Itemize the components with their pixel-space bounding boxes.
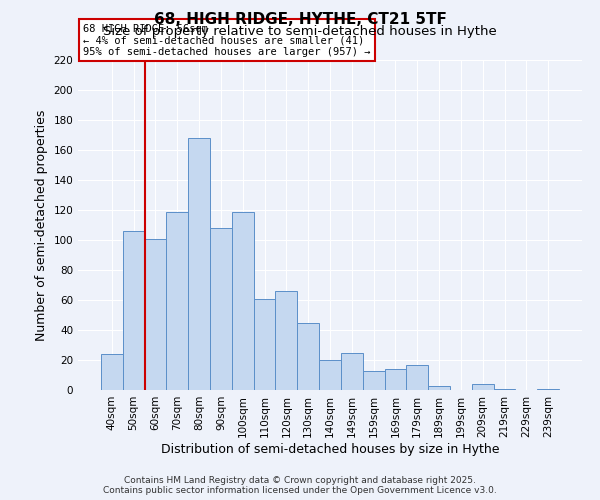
Text: Contains HM Land Registry data © Crown copyright and database right 2025.
Contai: Contains HM Land Registry data © Crown c… bbox=[103, 476, 497, 495]
Bar bbox=[123, 231, 145, 390]
Bar bbox=[188, 138, 210, 390]
Bar bbox=[319, 360, 341, 390]
Bar bbox=[385, 369, 406, 390]
Bar bbox=[254, 298, 275, 390]
Text: 68, HIGH RIDGE, HYTHE, CT21 5TF: 68, HIGH RIDGE, HYTHE, CT21 5TF bbox=[154, 12, 446, 28]
Bar bbox=[341, 352, 363, 390]
Bar bbox=[494, 388, 515, 390]
Bar bbox=[363, 370, 385, 390]
Bar bbox=[406, 364, 428, 390]
Bar bbox=[145, 238, 166, 390]
Text: 68 HIGH RIDGE: 56sqm
← 4% of semi-detached houses are smaller (41)
95% of semi-d: 68 HIGH RIDGE: 56sqm ← 4% of semi-detach… bbox=[83, 24, 371, 56]
Bar bbox=[210, 228, 232, 390]
Y-axis label: Number of semi-detached properties: Number of semi-detached properties bbox=[35, 110, 48, 340]
Bar bbox=[472, 384, 494, 390]
Bar bbox=[428, 386, 450, 390]
Bar bbox=[166, 212, 188, 390]
Bar bbox=[232, 212, 254, 390]
Bar bbox=[101, 354, 123, 390]
Text: Size of property relative to semi-detached houses in Hythe: Size of property relative to semi-detach… bbox=[103, 25, 497, 38]
Bar bbox=[297, 322, 319, 390]
Bar bbox=[537, 388, 559, 390]
X-axis label: Distribution of semi-detached houses by size in Hythe: Distribution of semi-detached houses by … bbox=[161, 442, 499, 456]
Bar bbox=[275, 291, 297, 390]
